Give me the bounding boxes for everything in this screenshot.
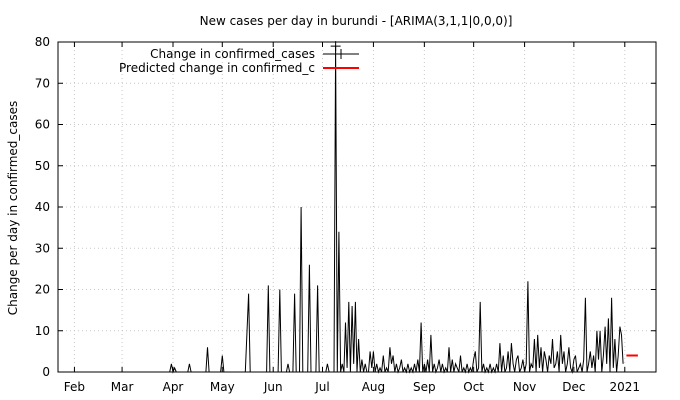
x-tick-label: Mar	[111, 380, 134, 394]
y-axis-label: Change per day in confirmed_cases	[6, 101, 20, 316]
x-tick-label: 2021	[610, 380, 641, 394]
x-tick-label: Oct	[463, 380, 484, 394]
x-tick-label: Dec	[562, 380, 585, 394]
x-tick-label: Nov	[513, 380, 536, 394]
y-tick-label: 70	[35, 76, 50, 90]
x-tick-label: Aug	[362, 380, 385, 394]
observed-series-line	[58, 46, 624, 374]
legend-label: Predicted change in confirmed_c	[119, 61, 315, 75]
y-tick-label: 10	[35, 324, 50, 338]
y-tick-label: 0	[42, 365, 50, 379]
legend-label: Change in confirmed_cases	[150, 47, 315, 61]
x-tick-label: Jul	[314, 380, 329, 394]
y-axis: 0 10 20 30 40 50 60 70 80	[35, 35, 656, 379]
y-tick-label: 60	[35, 118, 50, 132]
y-tick-label: 20	[35, 283, 50, 297]
x-tick-label: Jun	[263, 380, 283, 394]
y-tick-label: 50	[35, 159, 50, 173]
chart-title: New cases per day in burundi - [ARIMA(3,…	[200, 14, 513, 28]
x-tick-label: Feb	[64, 380, 85, 394]
series-group	[58, 41, 638, 374]
x-tick-label: May	[210, 380, 235, 394]
x-tick-label: Sep	[413, 380, 436, 394]
x-axis: Feb Mar Apr May Jun Jul Aug Sep Oct Nov Dec 2021	[64, 42, 640, 394]
y-tick-label: 80	[35, 35, 50, 49]
grid-lines	[58, 42, 656, 372]
x-tick-label: Apr	[163, 380, 184, 394]
y-tick-label: 40	[35, 200, 50, 214]
y-tick-label: 30	[35, 241, 50, 255]
